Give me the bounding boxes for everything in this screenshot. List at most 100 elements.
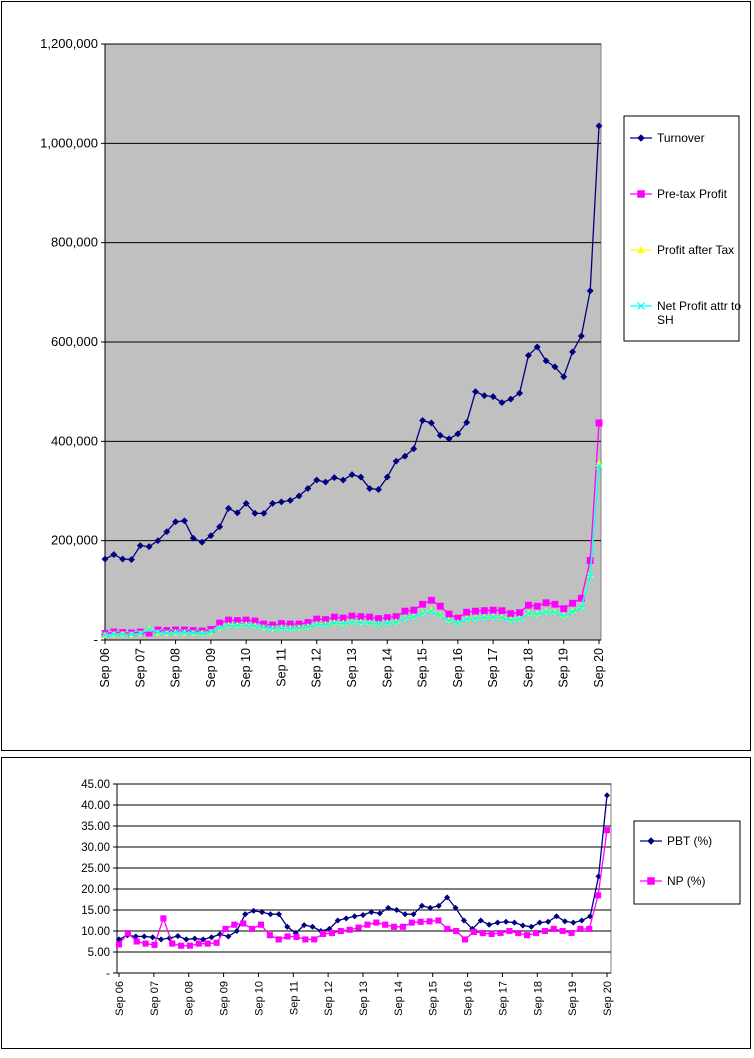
data-point (313, 476, 321, 484)
data-point (127, 555, 136, 564)
data-point (436, 612, 444, 620)
data-point (286, 496, 294, 504)
data-point (207, 628, 215, 636)
data-point (516, 609, 524, 617)
data-point (374, 620, 383, 628)
x-tick-label: Sep 18 (532, 981, 544, 1016)
data-point (427, 607, 436, 615)
y-tick-label: 20.00 (81, 884, 110, 896)
legend: Turnover Pre-tax Profit Profit after Tax Ne… (623, 115, 741, 342)
data-point (460, 917, 468, 924)
y-tick-label: 1,000,000 (40, 135, 98, 150)
data-point (267, 911, 274, 918)
x-tick-label: Sep 17 (497, 981, 509, 1016)
x-tick-label: Sep 09 (219, 981, 231, 1016)
data-point (443, 894, 451, 901)
data-point (368, 908, 375, 916)
data-point (189, 534, 197, 542)
data-point (348, 618, 356, 626)
x-tick-label: Sep 17 (486, 648, 500, 688)
data-point (392, 457, 400, 465)
data-point (195, 940, 202, 947)
data-point (561, 918, 569, 925)
turnover-profit-chart: - 200,000 400,000 600,000 800,000 1,000,000 1,… (40, 36, 741, 688)
data-point (550, 925, 557, 932)
data-point (284, 933, 291, 940)
data-point (260, 509, 268, 517)
x-tick-label: Sep 15 (416, 648, 430, 688)
data-point (498, 607, 506, 615)
data-point (568, 348, 577, 356)
data-point (355, 924, 362, 931)
data-point (151, 941, 158, 948)
data-point (157, 936, 165, 943)
y-tick-label: 400,000 (51, 433, 98, 448)
y-tick-label: - (94, 632, 98, 647)
data-point (480, 607, 488, 615)
data-point (242, 499, 250, 507)
y-tick-label: 40.00 (81, 800, 110, 812)
y-tick-label: 1,200,000 (40, 36, 98, 51)
data-point (497, 930, 504, 937)
x-tick-label: Sep 10 (239, 648, 253, 688)
data-point (435, 902, 442, 909)
data-point (145, 625, 153, 633)
data-point (553, 913, 560, 920)
data-point (224, 504, 233, 512)
data-point (313, 620, 321, 629)
data-point (321, 478, 330, 486)
data-point (216, 624, 224, 632)
data-point (127, 630, 136, 639)
data-point (286, 624, 294, 633)
data-point (408, 919, 415, 926)
data-point (445, 435, 453, 443)
data-point (357, 473, 365, 481)
data-point (295, 624, 303, 632)
data-point (311, 936, 318, 943)
data-point (603, 827, 611, 834)
data-point (595, 892, 602, 899)
y-tick-label: 45.00 (81, 779, 110, 791)
turnover-profit-chart-panel: - 200,000 400,000 600,000 800,000 1,000,000 1,… (1, 1, 751, 751)
data-point (577, 925, 584, 932)
data-point (149, 934, 156, 941)
data-point (435, 917, 442, 924)
y-axis-labels: - 5.00 10.00 15.00 20.00 25.00 30.00 35.00 40.00… (81, 779, 117, 980)
data-point (391, 923, 398, 930)
data-point (337, 927, 344, 935)
data-point (160, 915, 167, 922)
y-tick-label: 200,000 (51, 533, 98, 548)
data-point (410, 613, 418, 621)
data-point (110, 630, 118, 638)
data-point (110, 551, 118, 559)
data-point (169, 940, 176, 947)
x-tick-label: Sep 18 (521, 648, 535, 688)
data-point (186, 942, 194, 949)
y-tick-label: 15.00 (81, 905, 110, 917)
y-tick-label: 35.00 (81, 821, 110, 833)
data-point (351, 913, 358, 920)
data-point (189, 629, 197, 637)
x-tick-label: Sep 16 (451, 648, 465, 688)
y-tick-label: 5.00 (88, 947, 110, 959)
legend-label: SH (657, 313, 674, 327)
data-point (275, 911, 283, 918)
data-point (436, 431, 444, 439)
data-point (542, 608, 550, 616)
data-point (258, 908, 266, 916)
x-tick-label: Sep 09 (204, 648, 218, 688)
data-point (507, 395, 515, 403)
data-point (471, 388, 480, 396)
data-point (532, 930, 540, 937)
data-point (208, 934, 215, 941)
data-point (551, 609, 559, 617)
legend-item-pbt: PBT (%) (640, 834, 712, 848)
data-point (603, 792, 611, 799)
data-point (506, 927, 513, 935)
data-point (533, 343, 541, 351)
data-point (133, 938, 140, 945)
x-tick-label: Sep 12 (323, 981, 335, 1016)
data-point (141, 933, 148, 940)
data-point (524, 610, 533, 618)
